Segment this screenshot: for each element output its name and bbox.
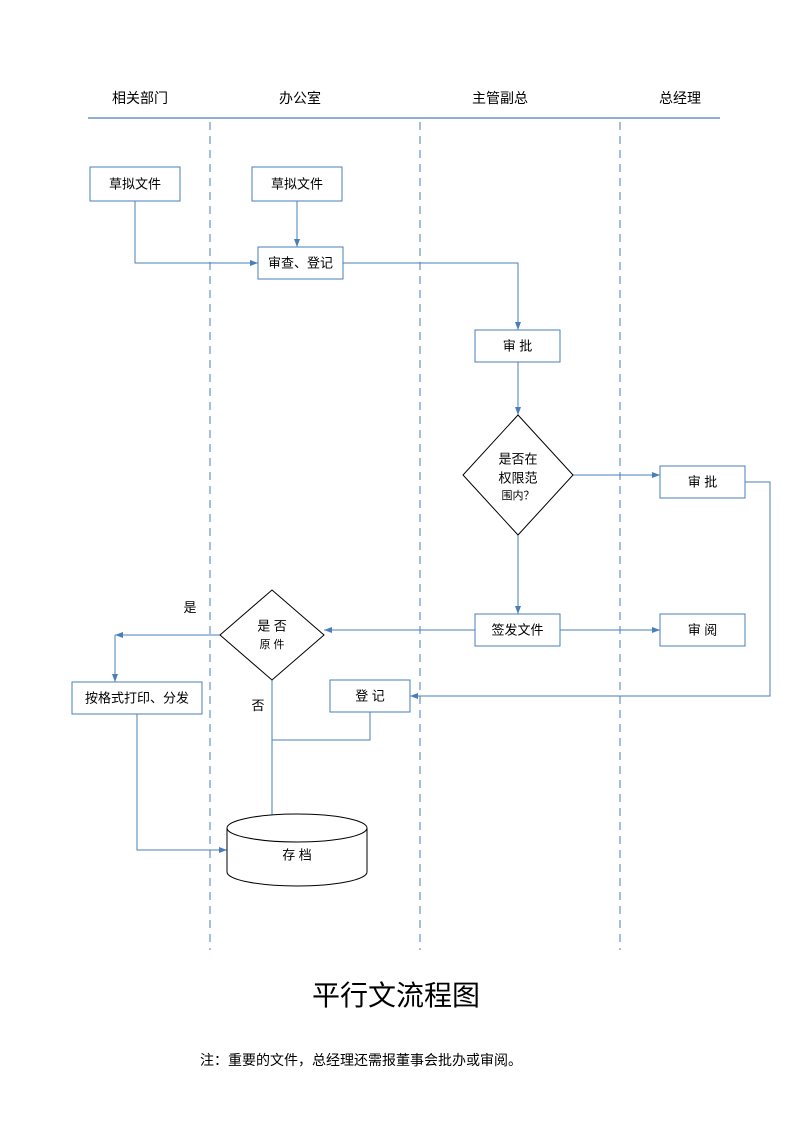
svg-text:权限范: 权限范 <box>498 470 537 485</box>
flowchart-diagram: 相关部门办公室主管副总总经理是否草拟文件草拟文件审查、登记审 批是否在权限范围内… <box>0 0 793 1122</box>
nodes: 草拟文件草拟文件审查、登记审 批是否在权限范围内？审 批签发文件审 阅是 否原 … <box>72 167 745 886</box>
svg-text:否: 否 <box>251 698 264 713</box>
node-review2: 审 阅 <box>688 622 718 637</box>
lane-header: 总经理 <box>659 90 701 106</box>
node-draft2: 草拟文件 <box>271 176 323 191</box>
diagram-note: 注：重要的文件，总经理还需报董事会批办或审阅。 <box>200 1052 522 1068</box>
node-signoff: 签发文件 <box>491 622 543 637</box>
node-print: 按格式打印、分发 <box>85 690 189 705</box>
node-approve1: 审 批 <box>503 338 533 353</box>
lane-header: 相关部门 <box>112 90 168 106</box>
svg-text:原 件: 原 件 <box>259 638 284 651</box>
edges: 是否 <box>115 201 770 850</box>
svg-text:围内？: 围内？ <box>502 488 535 502</box>
svg-text:是否在: 是否在 <box>498 451 537 466</box>
lane-header: 主管副总 <box>472 90 528 106</box>
svg-text:是: 是 <box>183 600 196 615</box>
node-draft1: 草拟文件 <box>109 176 161 191</box>
diagram-title: 平行文流程图 <box>312 980 480 1011</box>
svg-text:是 否: 是 否 <box>257 618 287 633</box>
lane-header: 办公室 <box>279 90 321 106</box>
node-archive: 存 档 <box>282 847 312 862</box>
node-register: 登 记 <box>355 688 385 703</box>
node-review: 审查、登记 <box>268 255 333 270</box>
node-approve2: 审 批 <box>688 474 718 489</box>
